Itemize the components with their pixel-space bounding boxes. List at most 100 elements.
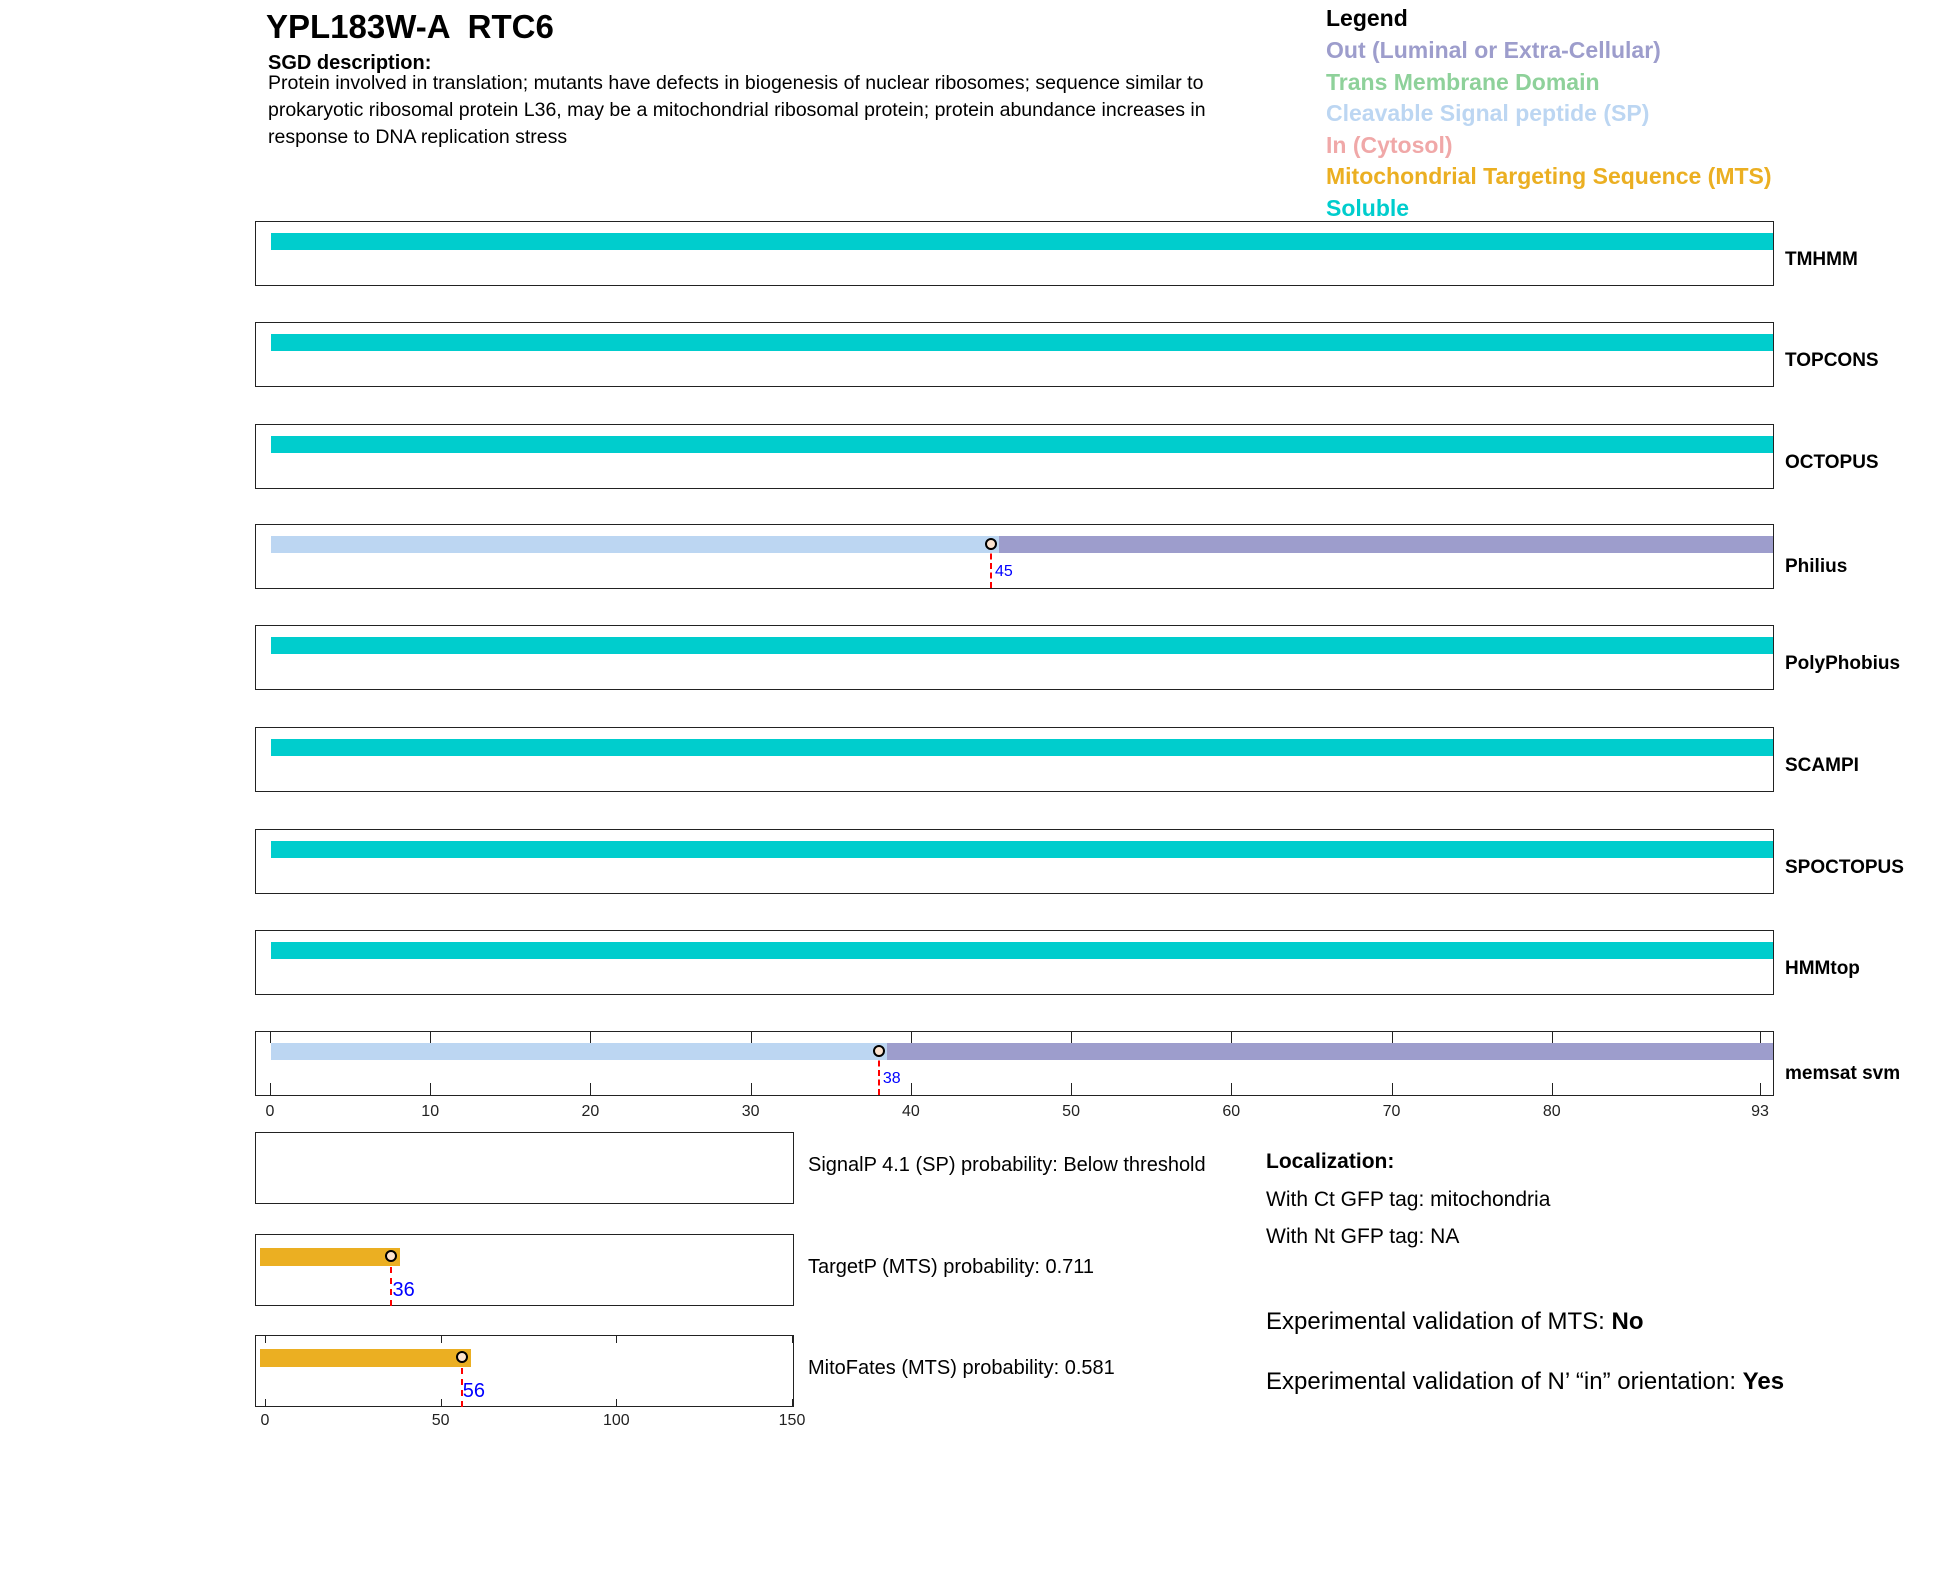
prediction-text: MitoFates (MTS) probability: 0.581 (808, 1357, 1115, 1379)
track-label: SPOCTOPUS (1785, 857, 1904, 878)
description-label: SGD description: (268, 52, 432, 74)
axis-tick (1231, 1083, 1233, 1095)
axis-tick (590, 1083, 592, 1095)
axis-tick-label: 70 (1382, 1103, 1401, 1120)
track-label: SCAMPI (1785, 755, 1859, 776)
segment-out (886, 1043, 1773, 1060)
track-box-memsat-svm (255, 1031, 1774, 1096)
axis-tick (1760, 1031, 1761, 1043)
axis-tick (910, 1083, 912, 1095)
segment-soluble (271, 637, 1773, 654)
cleavage-marker (872, 1045, 885, 1057)
axis-tick (750, 1031, 752, 1043)
cleavage-marker (455, 1351, 468, 1363)
cleavage-label: 38 (882, 1070, 901, 1087)
legend-title: Legend (1326, 5, 1408, 31)
axis-tick (1391, 1083, 1393, 1095)
mts-validation-value: No (1611, 1308, 1644, 1335)
axis-tick-label: 93 (1751, 1103, 1769, 1120)
prediction-text: SignalP 4.1 (SP) probability: Below thre… (808, 1154, 1206, 1176)
track-box-spoctopus (255, 829, 1774, 894)
orientation-validation-label: Experimental validation of N’ “in” orien… (1266, 1368, 1743, 1395)
segment-sp (271, 1043, 900, 1060)
segment-soluble (271, 942, 1773, 959)
axis-tick (1071, 1083, 1073, 1095)
localization-title: Localization: (1266, 1150, 1395, 1173)
axis-tick (910, 1031, 912, 1043)
mts-validation: Experimental validation of MTS: No (1266, 1308, 1643, 1336)
axis-tick-label: 100 (602, 1412, 630, 1429)
axis-tick (590, 1031, 592, 1043)
axis-tick (270, 1083, 271, 1095)
track-label: PolyPhobius (1785, 653, 1901, 674)
legend-item: Trans Membrane Domain (1326, 68, 1600, 95)
localization-ct: With Ct GFP tag: mitochondria (1266, 1188, 1551, 1211)
track-box-tmhmm (255, 221, 1774, 286)
page-title: YPL183W-A RTC6 (266, 8, 554, 45)
localization-nt: With Nt GFP tag: NA (1266, 1225, 1460, 1248)
cleavage-label: 45 (994, 563, 1013, 580)
prediction-text: TargetP (MTS) probability: 0.711 (808, 1256, 1095, 1278)
legend-item: Mitochondrial Targeting Sequence (MTS) (1326, 163, 1772, 189)
legend-item: In (Cytosol) (1326, 131, 1453, 158)
segment-mts (259, 1349, 471, 1367)
track-box-philius (255, 524, 1774, 589)
axis-tick (430, 1083, 432, 1095)
axis-tick (1551, 1083, 1553, 1095)
axis-tick-label: 20 (581, 1103, 600, 1120)
segment-soluble (271, 233, 1773, 250)
axis-tick-label: 10 (421, 1103, 440, 1120)
axis-tick (265, 1399, 266, 1407)
description-text: Protein involved in translation; mutants… (268, 72, 1206, 148)
cleavage-label: 56 (462, 1380, 485, 1402)
axis-tick (1760, 1083, 1761, 1095)
track-box-scampi (255, 727, 1774, 792)
segment-soluble (271, 841, 1773, 858)
axis-tick (1231, 1031, 1233, 1043)
segment-soluble (271, 334, 1773, 351)
axis-tick-label: 50 (1062, 1103, 1080, 1120)
axis-tick (1071, 1031, 1073, 1043)
axis-tick-label: 30 (741, 1103, 760, 1120)
segment-mts (259, 1248, 401, 1266)
orientation-validation: Experimental validation of N’ “in” orien… (1266, 1368, 1784, 1396)
segment-soluble (271, 436, 1773, 453)
track-label: Philius (1785, 556, 1848, 577)
track-label: memsat svm (1785, 1063, 1901, 1084)
legend-item: Out (Luminal or Extra-Cellular) (1326, 37, 1661, 63)
axis-tick (440, 1399, 442, 1407)
axis-tick (440, 1335, 442, 1343)
mts-validation-label: Experimental validation of MTS: (1266, 1308, 1612, 1335)
axis-tick (270, 1031, 271, 1043)
track-box-topcons (255, 322, 1774, 387)
axis-tick (1551, 1031, 1553, 1043)
cleavage-line (877, 1051, 880, 1095)
track-label: HMMtop (1785, 958, 1860, 979)
track-label: OCTOPUS (1785, 452, 1879, 473)
cleavage-line (989, 544, 992, 588)
cleavage-line (460, 1357, 463, 1407)
track-box-octopus (255, 424, 1774, 489)
axis-tick (616, 1399, 618, 1407)
pred-box-mitofates (255, 1335, 794, 1407)
cleavage-marker (385, 1250, 398, 1262)
cleavage-line (390, 1256, 393, 1306)
axis-tick (792, 1399, 793, 1407)
legend-item: Soluble (1326, 194, 1410, 221)
axis-tick (792, 1335, 793, 1343)
pred-box-targetp (255, 1234, 794, 1306)
axis-tick-label: 50 (431, 1412, 450, 1429)
track-box-hmmtop (255, 930, 1774, 995)
axis-tick-label: 0 (260, 1412, 270, 1429)
cleavage-marker (984, 538, 997, 550)
axis-tick (750, 1083, 752, 1095)
axis-tick (1391, 1031, 1393, 1043)
segment-out (998, 536, 1773, 553)
axis-tick (430, 1031, 432, 1043)
segment-sp (271, 536, 1012, 553)
axis-tick-label: 60 (1222, 1103, 1241, 1120)
track-box-polyphobius (255, 625, 1774, 690)
track-label: TMHMM (1785, 249, 1858, 270)
axis-tick (616, 1335, 618, 1343)
segment-soluble (271, 739, 1773, 756)
